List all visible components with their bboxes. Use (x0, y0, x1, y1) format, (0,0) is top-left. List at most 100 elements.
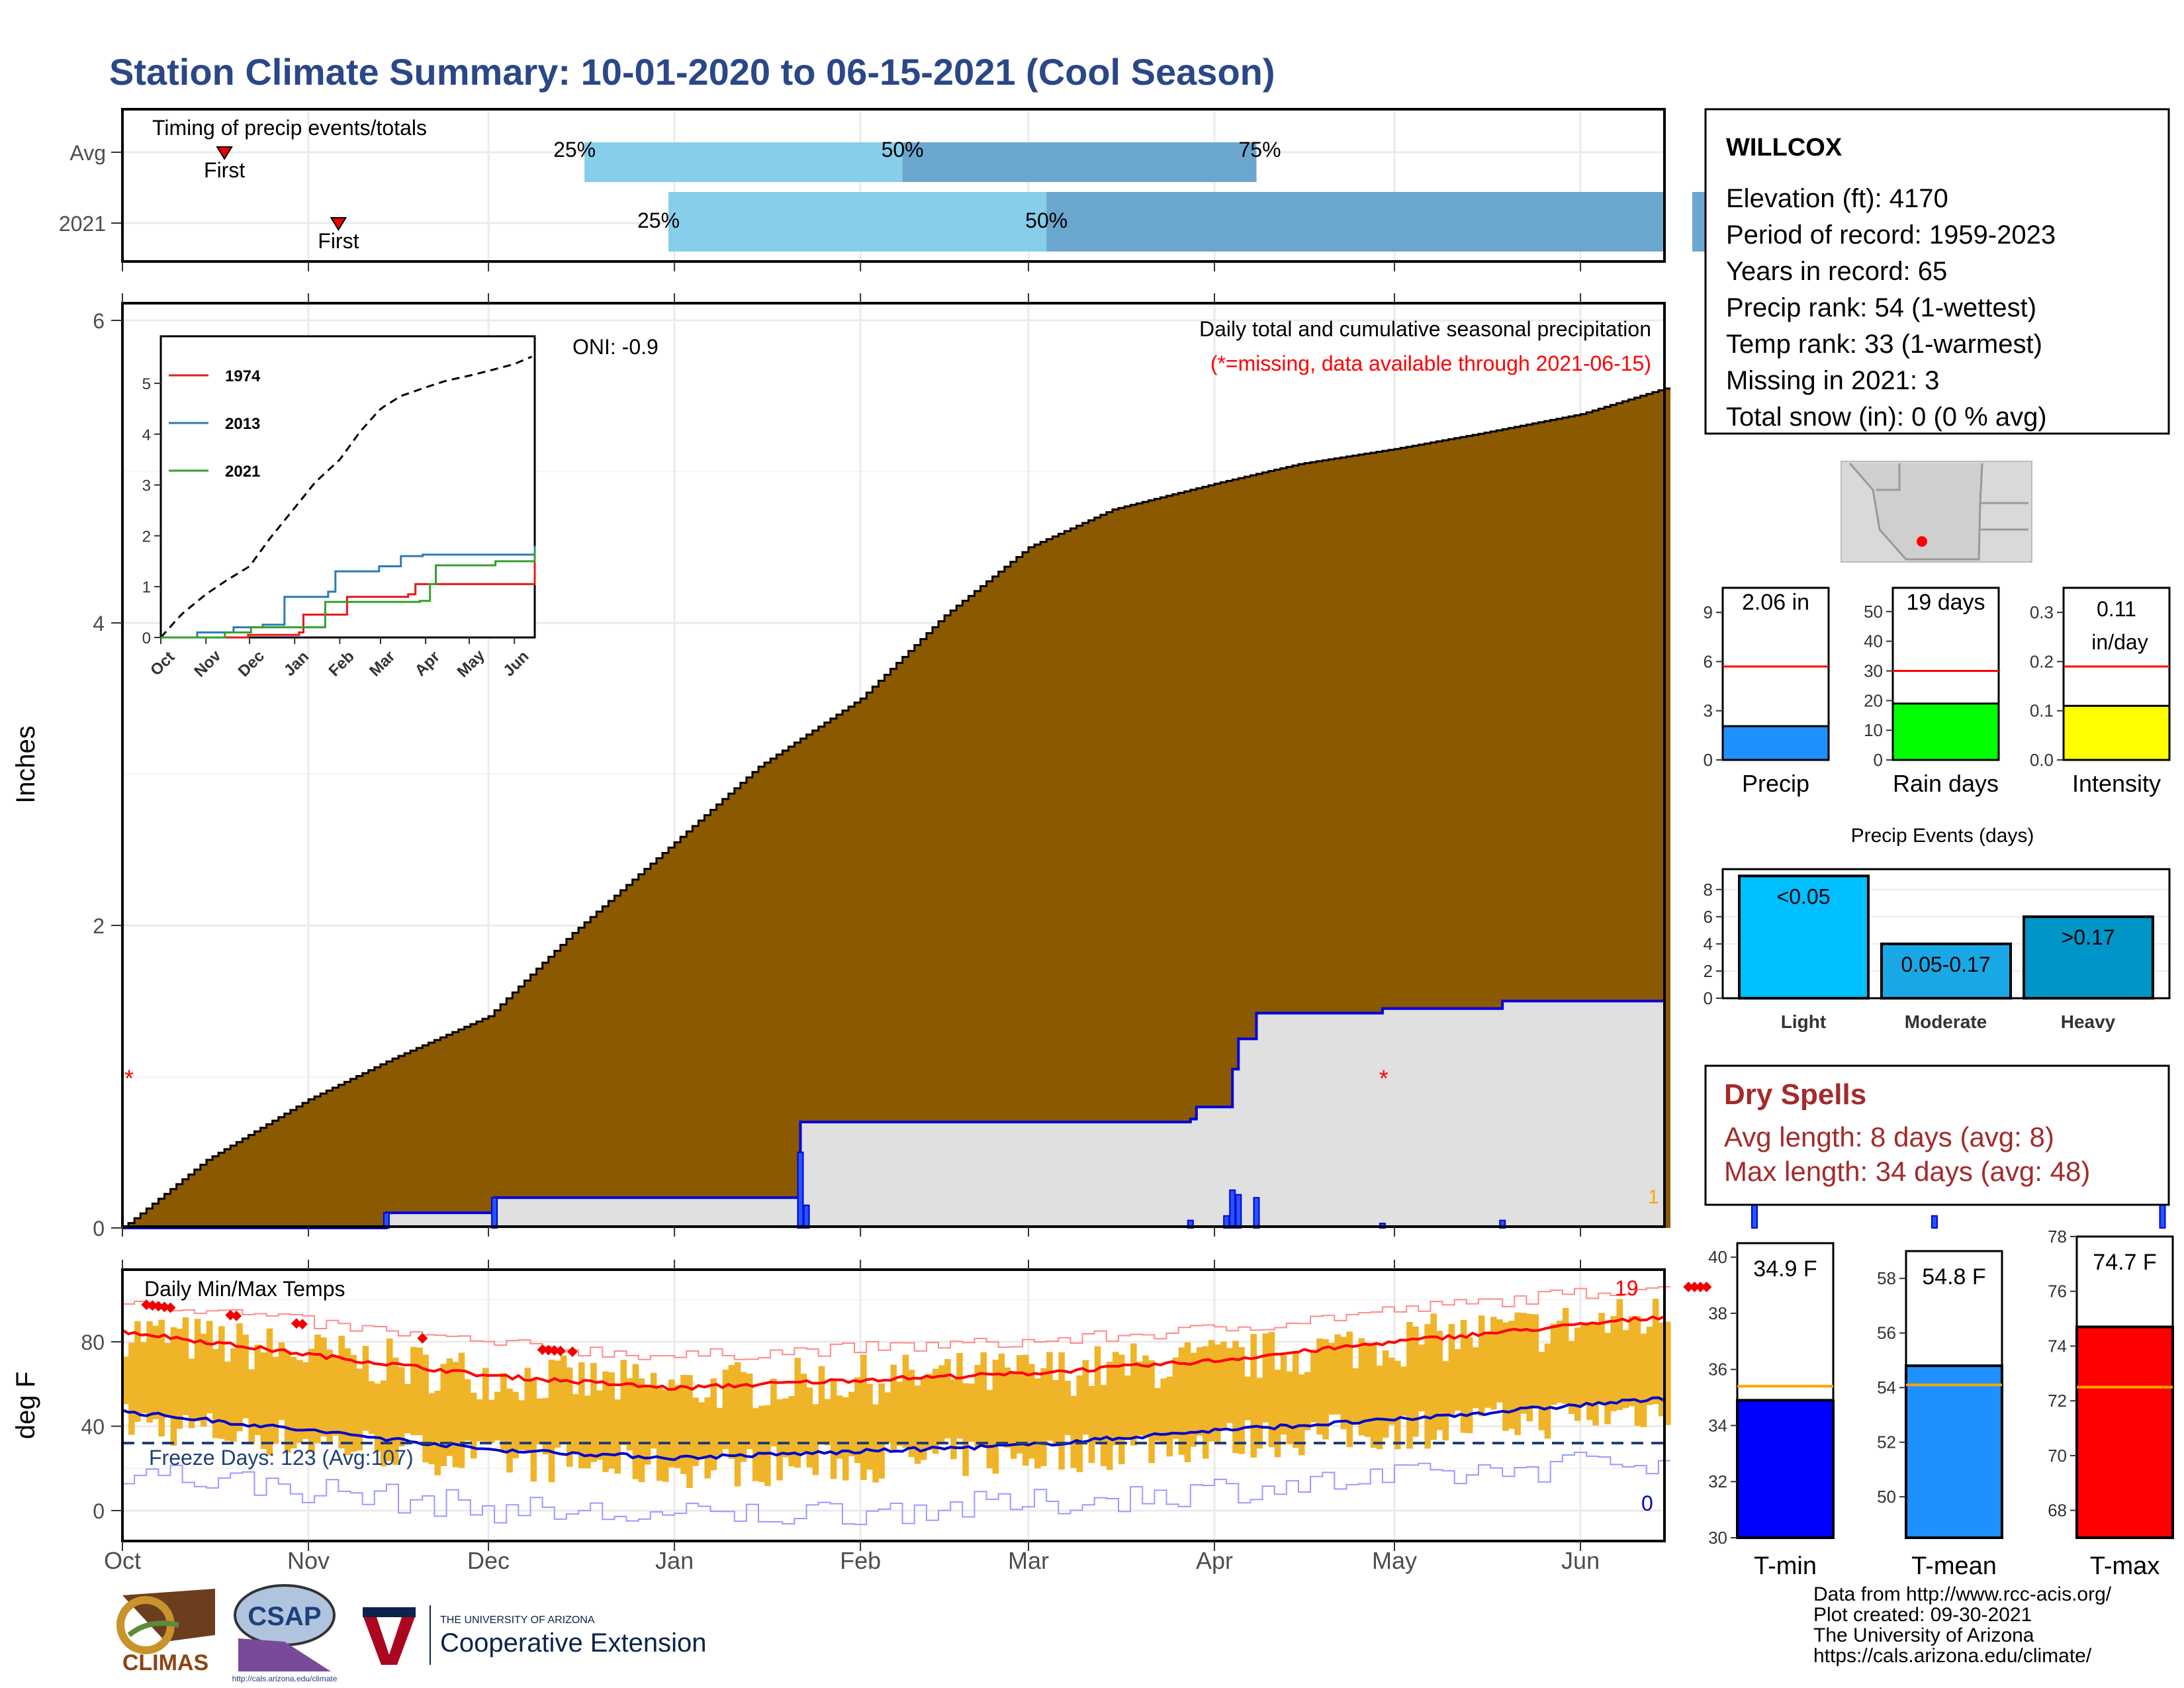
daily-temp-bar (770, 1378, 777, 1446)
timing-row-name: 2021 (59, 212, 106, 236)
temp-summary-ytick: 32 (1708, 1472, 1727, 1491)
daily-temp-bar (560, 1355, 567, 1444)
daily-temp-bar (1664, 1321, 1671, 1425)
daily-temp-bar (1298, 1374, 1305, 1456)
daily-temp-bar (590, 1362, 597, 1462)
daily-temp-bar (356, 1368, 363, 1451)
daily-temp-bar (464, 1379, 471, 1441)
daily-temp-bar (950, 1379, 957, 1460)
daily-temp-bar (1484, 1333, 1491, 1408)
daily-temp-bar (128, 1342, 135, 1435)
daily-temp-bar (1148, 1360, 1155, 1464)
daily-temp-bar (422, 1354, 429, 1463)
ytick-label: 0 (93, 1217, 105, 1241)
daily-temp-bar (1238, 1347, 1245, 1454)
daily-temp-bar (1304, 1372, 1311, 1430)
daily-temp-bar (986, 1389, 993, 1469)
daily-temp-bar (776, 1399, 783, 1481)
daily-temp-bar (1436, 1331, 1443, 1430)
temp-summary-bar (1736, 1399, 1835, 1539)
inset-series-line (161, 548, 536, 639)
daily-precip-bar (1229, 1189, 1236, 1229)
daily-temp-bar (602, 1371, 609, 1472)
daily-temp-bar (254, 1344, 261, 1435)
daily-temp-bar (302, 1362, 309, 1439)
daily-temp-bar (716, 1407, 723, 1456)
legend-label: 2013 (225, 415, 260, 433)
daily-temp-bar (416, 1347, 423, 1436)
month-label: Feb (840, 1547, 881, 1574)
month-label: Oct (104, 1547, 141, 1574)
footer-line: The University of Arizona (1813, 1624, 2034, 1646)
daily-temp-bar (1280, 1355, 1287, 1435)
daily-temp-bar (164, 1342, 171, 1418)
daily-temp-bar (1190, 1352, 1197, 1447)
mini-ytick: 9 (1704, 602, 1713, 622)
daily-temp-bar (1358, 1338, 1365, 1436)
mini-bar-chart: 0.0 0.1 0.2 0.3 0.11 in/day Intensity (2030, 586, 2171, 797)
timing-bar-q2 (1046, 192, 1773, 252)
ua-logo-icon (363, 1615, 416, 1665)
daily-temp-bar (1136, 1361, 1143, 1436)
csap-mountain-icon (238, 1638, 331, 1671)
daily-temp-bar (1556, 1321, 1563, 1403)
daily-temp-bar (350, 1354, 357, 1452)
event-bar-label: <0.05 (1777, 884, 1831, 908)
daily-temp-bar (998, 1353, 1005, 1444)
daily-temp-bar (866, 1383, 873, 1470)
daily-precip-bar (803, 1204, 810, 1229)
daily-temp-bar (1478, 1315, 1485, 1417)
daily-temp-bar (1466, 1337, 1473, 1434)
ytick-label: 2 (93, 914, 105, 938)
timing-bar-q2 (902, 142, 1257, 182)
location-map (1841, 461, 2032, 563)
daily-precip-bar (491, 1197, 498, 1229)
mini-bar (2062, 704, 2171, 761)
daily-temp-bar (902, 1354, 909, 1448)
daily-temp-bar (266, 1328, 273, 1456)
daily-temp-bar (1592, 1323, 1599, 1426)
station-box (1704, 108, 2170, 435)
month-label: Nov (287, 1547, 330, 1574)
first-marker (216, 146, 233, 160)
daily-temp-bar (1448, 1324, 1455, 1416)
ytick-label: 4 (93, 612, 105, 635)
daily-temp-bar (542, 1397, 549, 1455)
daily-temp-bar (1568, 1340, 1575, 1415)
daily-temp-bar (440, 1364, 447, 1466)
daily-temp-bar (1322, 1339, 1329, 1440)
daily-temp-bar (1532, 1314, 1539, 1406)
daily-temp-bar (1580, 1323, 1587, 1405)
daily-temp-bar (236, 1323, 243, 1432)
daily-temp-bar (1340, 1336, 1347, 1430)
temp-summary-ytick: 36 (1708, 1360, 1727, 1380)
daily-temp-bar (1526, 1313, 1533, 1422)
daily-temp-bar (926, 1374, 933, 1450)
daily-temp-bar (824, 1399, 831, 1446)
daily-temp-bar (218, 1326, 225, 1439)
mini-label: Intensity (2072, 770, 2161, 797)
inset-ytick: 1 (142, 579, 151, 596)
daily-temp-bar (620, 1360, 627, 1446)
record-high-marker (1701, 1282, 1712, 1293)
daily-temp-bar (1334, 1334, 1341, 1415)
daily-temp-bar (1424, 1324, 1431, 1449)
daily-temp-bar (992, 1360, 999, 1474)
timing-p50-label: 50% (1025, 209, 1068, 232)
daily-temp-bar (1460, 1319, 1467, 1433)
daily-temp-bar (230, 1348, 237, 1442)
inset-series-line (161, 545, 536, 639)
missing-marker: * (1379, 1065, 1388, 1092)
daily-temp-bar (248, 1369, 255, 1444)
daily-temp-bar (212, 1348, 219, 1438)
month-label: May (1372, 1547, 1417, 1574)
daily-temp-bar (242, 1335, 249, 1419)
daily-temp-bar (1070, 1395, 1077, 1468)
precip-title: Daily total and cumulative seasonal prec… (1199, 317, 1651, 341)
daily-temp-bar (1016, 1355, 1023, 1454)
precip-frame (121, 302, 1666, 1228)
daily-temp-bar (800, 1374, 807, 1453)
daily-temp-bar (1544, 1343, 1551, 1439)
station-location-dot (1917, 536, 1927, 547)
